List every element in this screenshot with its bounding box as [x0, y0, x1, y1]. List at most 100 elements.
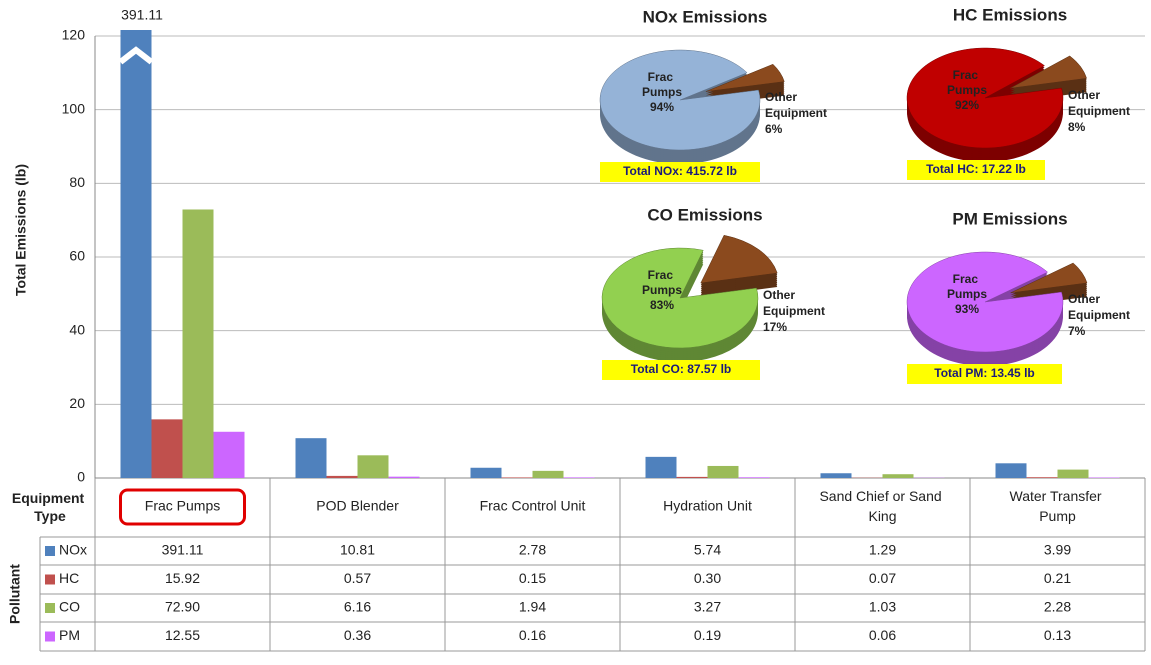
- category-label: Water Transfer Pump: [1010, 488, 1106, 524]
- table-cell: 391.11: [162, 542, 204, 558]
- table-cell: 0.15: [519, 570, 546, 586]
- y-tick-label: 120: [62, 27, 86, 43]
- total-label: Total PM: 13.45 lb: [934, 366, 1034, 380]
- highlight: [119, 488, 246, 526]
- bar: [120, 30, 152, 478]
- slice-value-label: 92%: [955, 98, 979, 112]
- table-cell: 0.19: [694, 627, 721, 643]
- series-header: Pollutant: [7, 564, 23, 624]
- pie-slice: [705, 63, 785, 92]
- table-cell: 2.28: [1044, 599, 1071, 615]
- total-label: Total CO: 87.57 lb: [631, 362, 731, 376]
- pie-slice: [906, 251, 1064, 353]
- bars: [120, 30, 1120, 478]
- category-header: Equipment Type: [12, 490, 88, 524]
- table-cell: 10.81: [340, 542, 375, 558]
- pie-slice: [599, 49, 761, 151]
- bar: [388, 476, 420, 478]
- slice-label: Frac Pumps: [947, 68, 987, 97]
- table-cell: 3.27: [694, 599, 721, 615]
- legend-label: HC: [59, 570, 79, 586]
- legend-swatch: [45, 631, 55, 642]
- pie-title: CO Emissions: [647, 205, 762, 224]
- pie-slice: [906, 47, 1064, 149]
- legend-label: NOx: [59, 542, 87, 558]
- table-cell: 0.07: [869, 570, 896, 586]
- slice-label: Other Equipment: [1068, 88, 1130, 118]
- legend-swatch: [45, 546, 55, 556]
- table-cell: 0.13: [1044, 627, 1071, 643]
- slice-label: Other Equipment: [763, 288, 825, 318]
- bar: [738, 477, 770, 478]
- table-cell: 0.57: [344, 570, 371, 586]
- slice-value-label: 83%: [650, 298, 674, 312]
- slice-value-label: 93%: [955, 302, 979, 316]
- bar: [1026, 477, 1058, 478]
- slice-value-label: 17%: [763, 320, 787, 334]
- table-cell: 2.78: [519, 542, 546, 558]
- slice-label: Other Equipment: [765, 90, 827, 120]
- table-cell: 0.06: [869, 627, 896, 643]
- bar: [182, 209, 214, 478]
- table-cell: 0.30: [694, 570, 721, 586]
- bar: [676, 476, 708, 478]
- bar: [707, 465, 739, 478]
- y-tick-label: 40: [69, 321, 85, 337]
- table-cell: 12.55: [165, 627, 200, 643]
- axis-break: [118, 46, 154, 65]
- y-tick-label: 100: [62, 100, 86, 116]
- total-label: Total HC: 17.22 lb: [926, 162, 1026, 176]
- table-cell: 0.16: [519, 627, 546, 643]
- bar: [151, 419, 183, 478]
- category-label: Frac Pumps: [145, 498, 220, 514]
- y-tick-label: 0: [77, 469, 85, 485]
- table-cell: 15.92: [165, 570, 200, 586]
- category-label: Sand Chief or Sand King: [819, 488, 945, 524]
- pie-title: NOx Emissions: [643, 7, 768, 26]
- y-tick-label: 60: [69, 248, 85, 264]
- total-box: [907, 364, 1062, 384]
- legend-label: CO: [59, 599, 80, 615]
- table-cell: 6.16: [344, 599, 371, 615]
- slice-value-label: 7%: [1068, 324, 1086, 338]
- total-box: [600, 162, 760, 182]
- total-box: [602, 360, 760, 380]
- table-cell: 72.90: [165, 599, 200, 615]
- category-label: Frac Control Unit: [480, 498, 586, 514]
- bar: [501, 477, 533, 478]
- legend-swatch: [45, 574, 55, 585]
- pie-slice: [1010, 55, 1087, 89]
- bar: [326, 475, 358, 478]
- pie-slice: [1010, 262, 1088, 294]
- table-cell: 1.03: [869, 599, 896, 615]
- table-cell: 3.99: [1044, 542, 1071, 558]
- bar: [882, 474, 914, 478]
- bar: [645, 456, 677, 478]
- bar: [532, 470, 564, 478]
- bar: [1057, 469, 1089, 478]
- slice-value-label: 94%: [650, 100, 674, 114]
- bar: [213, 431, 245, 478]
- slice-label: Frac Pumps: [642, 268, 682, 297]
- bar: [357, 455, 389, 478]
- category-label: POD Blender: [316, 498, 399, 514]
- table-cell: 0.36: [344, 627, 371, 643]
- data-label: 391.11: [121, 7, 163, 23]
- total-label: Total NOx: 415.72 lb: [623, 164, 737, 178]
- bar: [820, 473, 852, 478]
- table-cell: 1.29: [869, 542, 896, 558]
- legend-swatch: [45, 603, 55, 613]
- slice-value-label: 6%: [765, 122, 783, 136]
- pie-title: HC Emissions: [953, 5, 1067, 24]
- pie-title: PM Emissions: [952, 209, 1067, 228]
- bar: [295, 438, 327, 478]
- y-tick-label: 20: [69, 395, 85, 411]
- pie-slice: [700, 234, 778, 284]
- bar: [563, 477, 595, 478]
- bar: [470, 467, 502, 478]
- slice-label: Frac Pumps: [642, 70, 682, 99]
- legend-label: PM: [59, 627, 80, 643]
- y-tick-label: 80: [69, 174, 85, 190]
- slice-value-label: 8%: [1068, 120, 1086, 134]
